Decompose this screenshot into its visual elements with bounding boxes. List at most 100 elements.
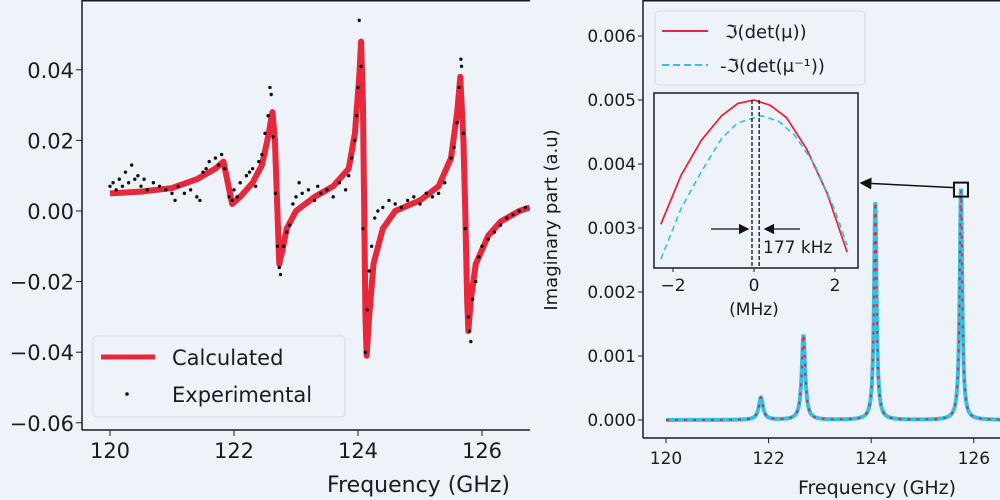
- inset-x-tick-label: −2: [660, 276, 685, 296]
- experimental-point: [216, 163, 221, 167]
- x-tick-label: 124: [855, 449, 887, 469]
- legend-calculated-label: Calculated: [172, 346, 283, 370]
- legend-box: [92, 335, 346, 418]
- experimental-point: [294, 195, 298, 199]
- experimental-point: [498, 223, 503, 227]
- experimental-point: [387, 198, 391, 203]
- experimental-point: [108, 184, 112, 188]
- experimental-point: [347, 174, 351, 178]
- experimental-point: [244, 174, 249, 178]
- experimental-point: [288, 223, 292, 227]
- legend-mu-label: ℑ(det(μ)): [725, 22, 807, 43]
- experimental-point: [350, 156, 354, 160]
- experimental-point: [207, 159, 211, 164]
- experimental-point: [523, 205, 528, 210]
- left-ticks: 120 122 124 126 0.04 0.02 0.00 −0.02 −0.04 −0.06: [10, 59, 502, 463]
- experimental-point: [157, 184, 162, 188]
- experimental-point: [405, 198, 410, 203]
- experimental-point: [263, 131, 267, 136]
- experimental-point: [517, 209, 521, 213]
- experimental-point: [123, 170, 128, 174]
- experimental-point: [376, 209, 380, 213]
- experimental-point: [443, 181, 447, 185]
- inset-mu-inverse-line: [660, 114, 848, 260]
- calculated-line: [109, 38, 530, 359]
- experimental-point: [356, 85, 360, 90]
- y-tick-label: 0.006: [587, 27, 636, 47]
- experimental-point: [361, 226, 365, 231]
- x-tick-label: 120: [90, 439, 130, 463]
- experimental-point: [285, 230, 289, 234]
- y-tick-label: 0.005: [587, 91, 636, 111]
- experimental-point: [457, 85, 461, 90]
- right-x-label: Frequency (GHz): [798, 477, 956, 499]
- inset-x-label: (MHz): [729, 300, 779, 320]
- inset-frame: [653, 92, 859, 269]
- experimental-point: [337, 181, 342, 185]
- experimental-point: [449, 156, 453, 160]
- left-x-label: Frequency (GHz): [327, 473, 510, 498]
- experimental-point: [120, 184, 125, 188]
- experimental-point: [359, 64, 363, 68]
- experimental-point: [176, 184, 180, 188]
- experimental-point: [281, 244, 286, 248]
- experimental-point: [250, 166, 255, 171]
- experimental-point: [291, 202, 295, 206]
- experimental-point: [257, 159, 261, 164]
- experimental-point: [133, 177, 137, 181]
- experimental-point: [268, 85, 272, 90]
- right-panel: 120 122 124 126 0.006 0.005 0.004 0.003 0.002 0.0…: [541, 0, 1000, 499]
- experimental-point: [471, 297, 475, 301]
- experimental-point: [306, 188, 311, 192]
- experimental-point: [480, 244, 484, 248]
- experimental-point: [393, 202, 397, 206]
- experimental-point: [365, 308, 369, 312]
- experimental-point: [469, 339, 473, 344]
- experimental-point: [227, 195, 231, 199]
- experimental-point: [111, 181, 115, 185]
- experimental-point: [424, 191, 428, 196]
- experimental-point: [300, 191, 304, 196]
- experimental-point: [459, 64, 464, 68]
- experimental-point: [232, 188, 236, 192]
- experimental-point: [455, 121, 459, 125]
- zoom-arrow: [859, 177, 955, 190]
- left-legend: Calculated Experimental: [92, 335, 346, 418]
- experimental-point: [355, 113, 359, 118]
- experimental-point: [151, 181, 156, 185]
- legend-box: [654, 10, 866, 86]
- experimental-point: [486, 237, 490, 241]
- inset: −2 0 2 (MHz) 177 kHz: [653, 92, 859, 320]
- experimental-point: [353, 138, 357, 143]
- experimental-point: [173, 198, 177, 203]
- y-tick-label: 0.004: [587, 155, 636, 175]
- experimental-point: [170, 191, 174, 196]
- mu-line: [665, 189, 1000, 421]
- legend-mu-inverse-label: -ℑ(det(μ⁻¹)): [720, 56, 825, 77]
- inset-x-tick-label: 2: [830, 276, 841, 296]
- experimental-point: [164, 188, 168, 192]
- experimental-point: [436, 191, 441, 196]
- experimental-point: [412, 195, 416, 199]
- y-tick-label: 0.00: [27, 200, 74, 224]
- experimental-point: [297, 181, 301, 185]
- right-legend: ℑ(det(μ)) -ℑ(det(μ⁻¹)): [654, 10, 866, 86]
- experimental-point: [319, 191, 323, 196]
- experimental-point: [511, 212, 515, 217]
- inset-x-tick-label: 0: [749, 276, 760, 296]
- experimental-point: [223, 166, 227, 171]
- experimental-point: [373, 216, 377, 220]
- experimental-point: [238, 181, 242, 185]
- experimental-point: [230, 198, 234, 203]
- y-tick-label: −0.02: [10, 271, 74, 295]
- y-tick-label: 0.002: [587, 283, 636, 303]
- zoom-marker-box: [952, 181, 969, 198]
- experimental-point: [269, 92, 273, 97]
- experimental-point: [343, 188, 348, 192]
- experimental-point: [367, 269, 371, 273]
- experimental-point: [357, 18, 361, 23]
- inset-plot-area: [660, 99, 849, 268]
- experimental-point: [459, 57, 463, 61]
- experimental-point: [130, 163, 134, 167]
- right-plot-area: [665, 188, 1000, 422]
